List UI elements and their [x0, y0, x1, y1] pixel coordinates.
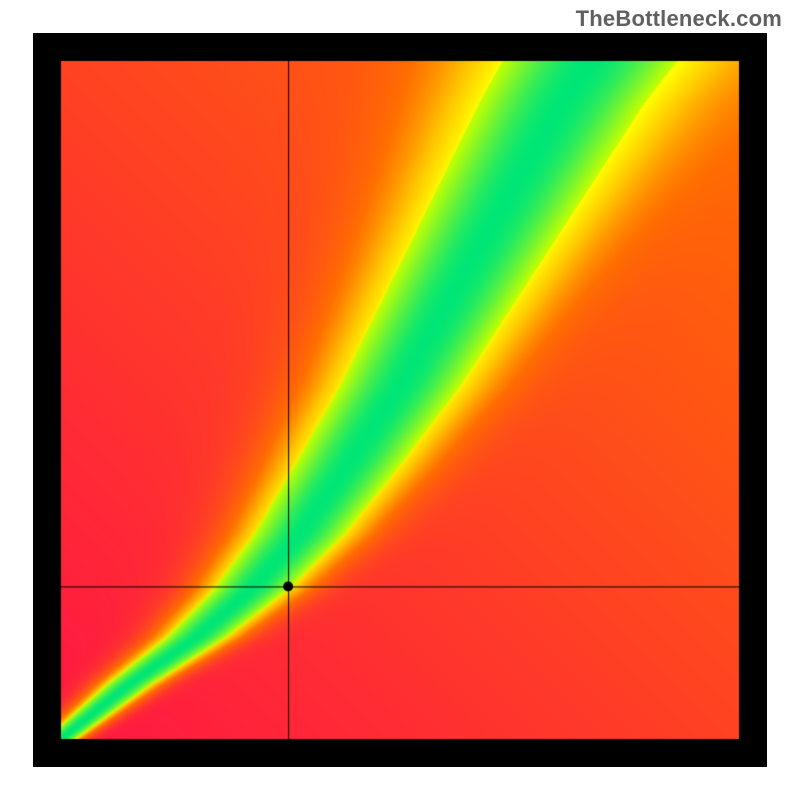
watermark-text: TheBottleneck.com [576, 6, 782, 32]
heatmap-plot [33, 33, 767, 767]
chart-container: TheBottleneck.com [0, 0, 800, 800]
heatmap-canvas [33, 33, 767, 767]
